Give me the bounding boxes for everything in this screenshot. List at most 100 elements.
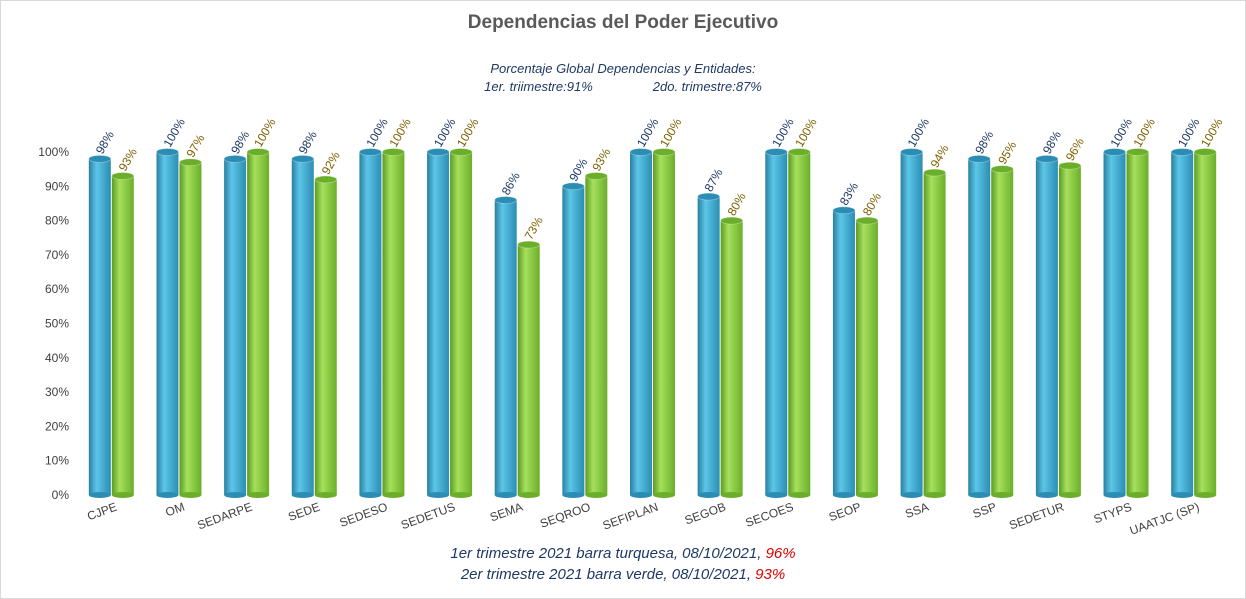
x-tick-label: SEOP xyxy=(827,500,863,525)
bar xyxy=(990,165,1014,498)
data-label: 95% xyxy=(995,139,1019,167)
data-label: 80% xyxy=(725,190,749,218)
bar-body xyxy=(450,152,473,495)
data-label: 100% xyxy=(386,116,414,150)
bar-body xyxy=(653,152,675,495)
footer-line-2: 2er trimestre 2021 barra verde, 08/10/20… xyxy=(0,564,1246,585)
bar-base xyxy=(697,492,720,498)
x-tick-label: SECOES xyxy=(744,500,796,530)
data-label: 100% xyxy=(1108,116,1136,150)
y-tick-label: 0% xyxy=(52,488,70,502)
footer-line-1: 1er trimestre 2021 barra turquesa, 08/10… xyxy=(0,543,1246,564)
chart-footer: 1er trimestre 2021 barra turquesa, 08/10… xyxy=(0,543,1246,585)
bar xyxy=(1170,148,1194,498)
bar-body xyxy=(562,186,585,496)
bar-base xyxy=(450,492,473,498)
bar xyxy=(156,148,179,498)
bar xyxy=(494,196,518,498)
x-tick-label: STYPS xyxy=(1092,500,1134,527)
bar-body xyxy=(968,158,991,496)
bar-top xyxy=(179,158,202,167)
data-label: 100% xyxy=(1198,116,1226,150)
data-label: 98% xyxy=(972,128,996,156)
bar-top xyxy=(111,172,135,180)
bar-body xyxy=(697,196,720,495)
data-label: 93% xyxy=(589,145,613,173)
bar-body xyxy=(224,158,247,496)
bar-base xyxy=(291,492,314,498)
bar-top xyxy=(1103,148,1126,156)
bar-top xyxy=(629,148,653,156)
data-label: 100% xyxy=(454,116,482,150)
bar-top xyxy=(832,206,856,215)
bar xyxy=(764,148,788,498)
bar-base xyxy=(382,492,405,498)
bar xyxy=(1035,154,1059,498)
x-tick-label: CJPE xyxy=(85,500,119,524)
bar-top xyxy=(990,165,1014,174)
bar-body xyxy=(517,244,540,495)
bar-top xyxy=(517,240,541,249)
x-tick-label: UAATJC (SP) xyxy=(1128,500,1202,538)
bar-base xyxy=(1194,492,1217,498)
bar-top xyxy=(291,154,315,163)
y-tick-label: 10% xyxy=(45,454,69,468)
bar-body xyxy=(1035,158,1058,496)
data-label: 100% xyxy=(363,116,391,150)
bar-base xyxy=(788,492,811,498)
chart-subtitle: Porcentaje Global Dependencias y Entidad… xyxy=(0,60,1246,96)
bar xyxy=(629,148,653,498)
bar xyxy=(1103,148,1126,498)
bar-base xyxy=(1035,492,1058,498)
bar-top xyxy=(652,148,676,156)
data-label: 100% xyxy=(792,116,820,150)
bar-body xyxy=(630,152,652,495)
bar xyxy=(697,192,721,498)
data-label: 98% xyxy=(296,128,320,156)
subtitle-line-2: 1er. triimestre:91% 2do. trimestre:87% xyxy=(0,78,1246,96)
bar-body xyxy=(179,162,202,496)
data-label: 98% xyxy=(1040,128,1064,156)
bar-body xyxy=(427,152,450,495)
x-tick-label: SEDETUR xyxy=(1007,500,1066,533)
x-tick-label: SEMA xyxy=(488,500,525,525)
y-tick-label: 70% xyxy=(45,248,69,262)
subtitle-q1: 1er. triimestre:91% xyxy=(484,79,593,94)
x-tick-label: SEDETUS xyxy=(399,500,457,533)
data-label: 97% xyxy=(183,132,207,160)
bar-body xyxy=(247,152,270,495)
footer-line-1-text: 1er trimestre 2021 barra turquesa, 08/10… xyxy=(450,545,766,562)
bar-base xyxy=(179,492,202,498)
bar-top xyxy=(967,154,991,163)
y-tick-label: 30% xyxy=(45,385,69,399)
bar xyxy=(1058,161,1082,498)
bar-base xyxy=(427,492,450,498)
subtitle-q2: 2do. trimestre:87% xyxy=(652,79,762,94)
bar-body xyxy=(720,220,743,495)
bar-top xyxy=(382,148,405,156)
y-tick-label: 60% xyxy=(45,282,69,296)
bar xyxy=(967,154,991,498)
bar-base xyxy=(765,492,788,498)
data-label: 100% xyxy=(634,116,662,150)
bar-body xyxy=(900,152,923,495)
bar xyxy=(787,148,811,498)
x-tick-label: SEFIPLAN xyxy=(601,500,660,533)
bar-base xyxy=(1058,492,1081,498)
x-tick-label: SEDE xyxy=(286,500,322,524)
bar-top xyxy=(584,172,608,180)
bar xyxy=(900,148,923,498)
bar-body xyxy=(855,220,878,495)
footer-line-2-value: 93% xyxy=(755,566,786,583)
data-label: 92% xyxy=(319,149,343,177)
chart-title: Dependencias del Poder Ejecutivo xyxy=(467,12,779,33)
x-tick-label: SEDESO xyxy=(338,500,390,530)
bar-body xyxy=(788,152,811,495)
bar xyxy=(1193,148,1217,498)
bar-top xyxy=(223,154,247,163)
bar-body xyxy=(494,200,517,495)
data-label: 100% xyxy=(160,116,188,150)
bar-top xyxy=(720,216,744,225)
x-tick-label: OM xyxy=(164,500,187,520)
bar-top xyxy=(900,148,923,156)
